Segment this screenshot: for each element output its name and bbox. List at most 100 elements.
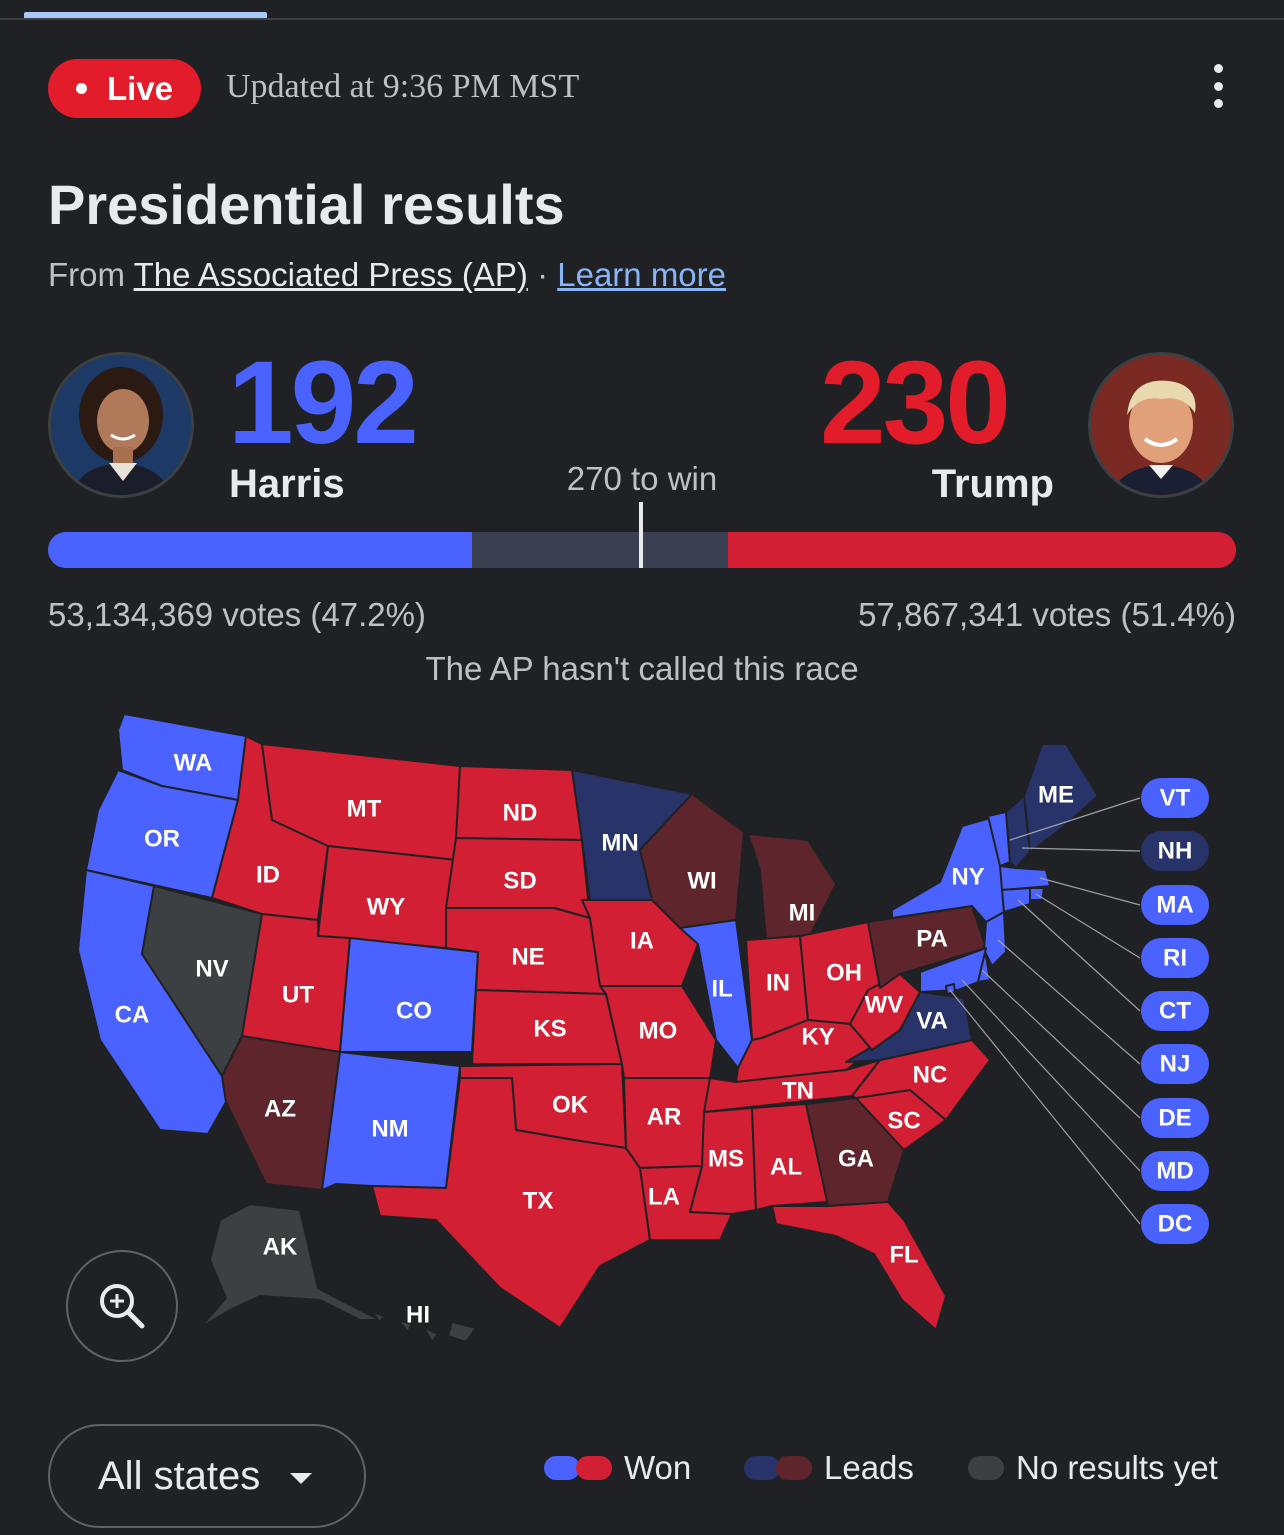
state-label-ms: MS — [708, 1145, 744, 1172]
state-label-or: OR — [144, 825, 180, 852]
more-vert-icon-dot — [1213, 81, 1223, 91]
legend-rep-won-swatch — [576, 1456, 612, 1480]
state-label-mn: MN — [601, 829, 638, 856]
state-label-nm: NM — [371, 1115, 408, 1142]
state-label-il: IL — [711, 975, 732, 1002]
state-ak[interactable] — [199, 1203, 381, 1329]
state-label-ok: OK — [552, 1091, 589, 1118]
state-label-vt: VT — [1160, 784, 1191, 811]
live-dot-icon — [75, 83, 87, 94]
state-label-wv: WV — [865, 991, 904, 1018]
state-label-wi: WI — [687, 867, 716, 894]
state-label-nd: ND — [503, 799, 538, 826]
harris-name: Harris — [229, 462, 345, 506]
state-al[interactable] — [751, 1103, 829, 1211]
state-label-wa: WA — [174, 749, 213, 776]
state-ny[interactable] — [891, 817, 1005, 923]
more-options-button[interactable] — [1200, 64, 1236, 108]
state-co[interactable] — [339, 937, 479, 1053]
state-pill-de[interactable] — [1141, 1098, 1209, 1138]
legend-won-label: Won — [624, 1449, 692, 1486]
state-label-ny: NY — [951, 863, 984, 890]
state-tx[interactable] — [371, 1077, 651, 1329]
state-pill-md[interactable] — [1141, 1151, 1209, 1191]
state-filter-dropdown[interactable]: All states — [48, 1424, 366, 1528]
page-title: Presidential results — [48, 173, 565, 236]
trump-electoral-votes: 230 — [820, 337, 1011, 469]
state-ct[interactable] — [1001, 887, 1031, 913]
live-label: Live — [106, 69, 174, 107]
win-threshold-marker — [639, 502, 643, 568]
state-label-ca: CA — [115, 1001, 150, 1028]
legend-leads: Leads — [744, 1448, 914, 1488]
learn-more-link[interactable]: Learn more — [557, 256, 727, 293]
state-filter-label: All states — [98, 1453, 261, 1498]
state-label-az: AZ — [264, 1095, 296, 1122]
state-label-ks: KS — [533, 1015, 566, 1042]
trump-name: Trump — [931, 462, 1054, 506]
state-label-mt: MT — [347, 795, 382, 822]
state-label-co: CO — [396, 997, 432, 1024]
tab-bar-divider — [0, 18, 1284, 20]
more-vert-icon-dot — [1213, 99, 1223, 108]
state-pill-dc[interactable] — [1141, 1204, 1209, 1244]
zoom-in-button[interactable] — [66, 1250, 178, 1362]
state-pill-ma[interactable] — [1141, 885, 1209, 925]
trump-popular-votes: 57,867,341 votes (51.4%) — [858, 596, 1236, 633]
harris-progress-fill — [48, 532, 472, 568]
state-label-nh: NH — [1158, 837, 1193, 864]
legend-won: Won — [544, 1448, 691, 1488]
state-ga[interactable] — [805, 1097, 905, 1207]
trump-progress-fill — [728, 532, 1236, 568]
state-label-nv: NV — [195, 955, 228, 982]
state-label-nj: NJ — [1160, 1050, 1191, 1077]
state-nj[interactable] — [983, 911, 1007, 967]
state-label-sc: SC — [887, 1107, 920, 1134]
state-pill-vt[interactable] — [1141, 778, 1209, 818]
legend-no-results-label: No results yet — [1016, 1449, 1218, 1486]
state-label-me: ME — [1038, 781, 1074, 808]
state-label-de: DE — [1158, 1104, 1191, 1131]
state-hi[interactable] — [371, 1311, 477, 1343]
state-pill-nj[interactable] — [1141, 1044, 1209, 1084]
more-vert-icon — [1213, 64, 1223, 73]
harris-electoral-votes: 192 — [228, 337, 419, 469]
state-label-sd: SD — [503, 867, 536, 894]
source-link[interactable]: The Associated Press (AP) — [133, 256, 528, 293]
state-label-tn: TN — [782, 1077, 814, 1104]
updated-timestamp: Updated at 9:36 PM MST — [226, 68, 580, 105]
state-label-mi: MI — [789, 899, 816, 926]
zoom-in-icon — [100, 1284, 145, 1329]
legend-dem-leads-swatch — [744, 1456, 780, 1480]
active-tab-indicator — [24, 12, 267, 18]
state-label-wy: WY — [367, 893, 406, 920]
legend-dem-won-swatch — [544, 1456, 580, 1480]
threshold-label: 270 to win — [566, 460, 718, 497]
state-label-md: MD — [1156, 1157, 1193, 1184]
harris-portrait-icon — [51, 355, 191, 495]
state-label-ut: UT — [282, 981, 314, 1008]
state-label-oh: OH — [826, 959, 862, 986]
state-pill-ri[interactable] — [1141, 938, 1209, 978]
state-label-ne: NE — [511, 943, 544, 970]
state-label-ct: CT — [1159, 997, 1191, 1024]
legend-no-results-swatch — [968, 1456, 1004, 1480]
state-label-mo: MO — [639, 1017, 678, 1044]
state-pill-nh[interactable] — [1141, 831, 1209, 871]
state-label-id: ID — [256, 861, 280, 888]
state-fl[interactable] — [771, 1201, 947, 1331]
trump-portrait-icon — [1091, 355, 1231, 495]
state-label-fl: FL — [889, 1241, 918, 1268]
state-label-dc: DC — [1158, 1210, 1193, 1237]
state-label-in: IN — [766, 969, 790, 996]
state-nh[interactable] — [1005, 795, 1031, 869]
state-pill-ct[interactable] — [1141, 991, 1209, 1031]
state-dc[interactable] — [945, 983, 956, 995]
source-separator: · — [537, 256, 549, 293]
race-status: The AP hasn't called this race — [425, 650, 859, 687]
electoral-map[interactable]: WA OR CA NV ID MT WY UT CO AZ NM ND SD N… — [0, 700, 1284, 1400]
state-label-nc: NC — [913, 1061, 948, 1088]
state-ma[interactable] — [999, 865, 1051, 891]
trump-avatar — [1088, 352, 1234, 498]
state-label-ky: KY — [801, 1023, 834, 1050]
